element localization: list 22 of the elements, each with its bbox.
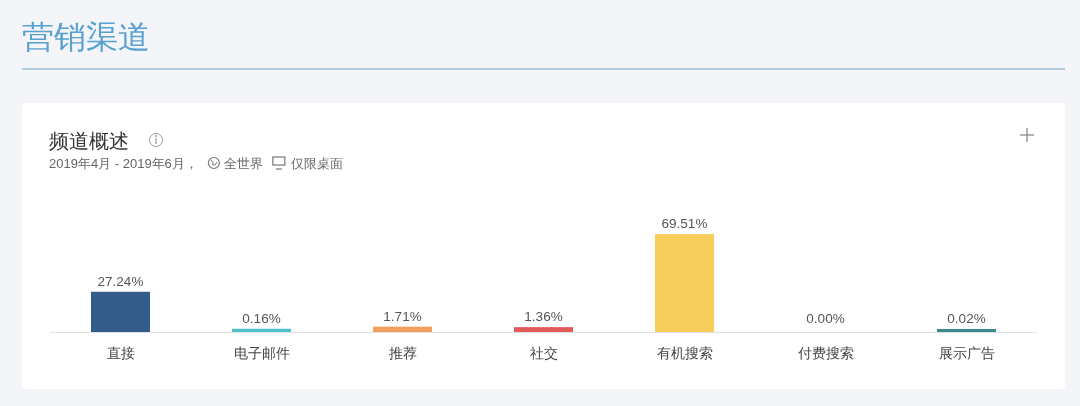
- data-label: 0.02%: [947, 310, 986, 326]
- data-label: 1.36%: [524, 309, 563, 325]
- x-tick-label: 展示广告: [938, 345, 995, 361]
- data-label: 69.51%: [661, 216, 708, 231]
- chart-title: 营销渠道: [22, 19, 150, 55]
- data-label: 0.00%: [806, 311, 845, 326]
- data-label: 0.16%: [242, 310, 281, 326]
- chart-subtitle: 频道概述: [49, 130, 129, 152]
- x-tick-label: 社交: [529, 345, 558, 361]
- text: 全世界: [223, 156, 263, 171]
- x-tick-label: 直接: [106, 345, 135, 361]
- bar: [655, 234, 714, 332]
- x-tick-label: 推荐: [388, 345, 417, 361]
- text: 仅限桌面: [290, 156, 343, 171]
- bar: [91, 291, 150, 332]
- data-label: 27.24%: [97, 273, 144, 289]
- x-tick-label: 电子邮件: [233, 345, 290, 361]
- text: 2019年4月 - 2019年6月，: [49, 156, 198, 171]
- x-tick-label: 付费搜索: [796, 345, 854, 361]
- data-label: 1.71%: [383, 308, 422, 324]
- x-tick-label: 有机搜索: [656, 345, 713, 361]
- bar: [373, 326, 432, 332]
